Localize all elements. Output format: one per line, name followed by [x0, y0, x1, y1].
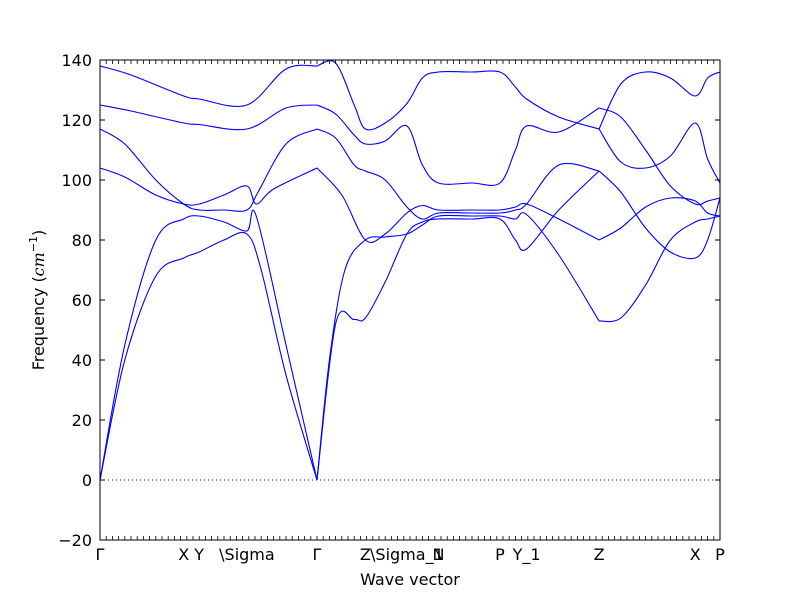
x-tick-label: P — [495, 545, 505, 564]
band-series-1 — [100, 209, 318, 481]
band-series-17 — [598, 107, 720, 206]
x-tick-label: P — [715, 545, 725, 564]
x-tick-label: X — [690, 545, 701, 564]
x-tick-label: Γ — [96, 545, 105, 564]
y-tick-label: 120 — [61, 111, 92, 130]
y-tick-label: −20 — [58, 531, 92, 550]
x-tick-label: Z — [360, 545, 371, 564]
x-tick-label: Y_1 — [512, 545, 541, 565]
band-series-3 — [100, 167, 318, 206]
band-series-12 — [316, 60, 600, 131]
band-series-5 — [100, 104, 318, 131]
y-tick-label: 20 — [72, 411, 92, 430]
x-tick-label: Γ — [313, 545, 322, 564]
band-series-9 — [316, 167, 600, 243]
band-series-4 — [100, 128, 318, 212]
band-series-18 — [598, 71, 720, 130]
y-tick-label: 40 — [72, 351, 92, 370]
band-series-8 — [316, 170, 600, 481]
y-tick-label: 60 — [72, 291, 92, 310]
x-tick-label: \Sigma — [219, 545, 275, 564]
band-series-14 — [598, 197, 720, 241]
x-tick-label: Z — [594, 545, 605, 564]
band-series-2 — [100, 231, 318, 481]
y-tick-label: 0 — [82, 471, 92, 490]
plot-frame — [99, 59, 721, 541]
y-tick-label: 100 — [61, 171, 92, 190]
x-tick-label: \Sigma_1 — [370, 545, 444, 565]
y-axis-label: Frequency (cm−1) — [27, 230, 48, 371]
band-series-7 — [316, 212, 600, 481]
x-axis-label: Wave vector — [360, 570, 460, 589]
band-series-10 — [316, 128, 600, 220]
band-series-16 — [598, 122, 720, 184]
x-tick-label: X — [178, 545, 189, 564]
x-tick-label: Y — [193, 545, 204, 564]
y-tick-label: 80 — [72, 231, 92, 250]
plot-area — [100, 60, 720, 481]
x-tick-label: N — [433, 545, 445, 564]
band-series-15 — [598, 170, 720, 260]
band-series-13 — [599, 215, 720, 323]
band-series-6 — [100, 64, 318, 107]
band-series-11 — [316, 104, 600, 186]
y-tick-label: 140 — [61, 51, 92, 70]
